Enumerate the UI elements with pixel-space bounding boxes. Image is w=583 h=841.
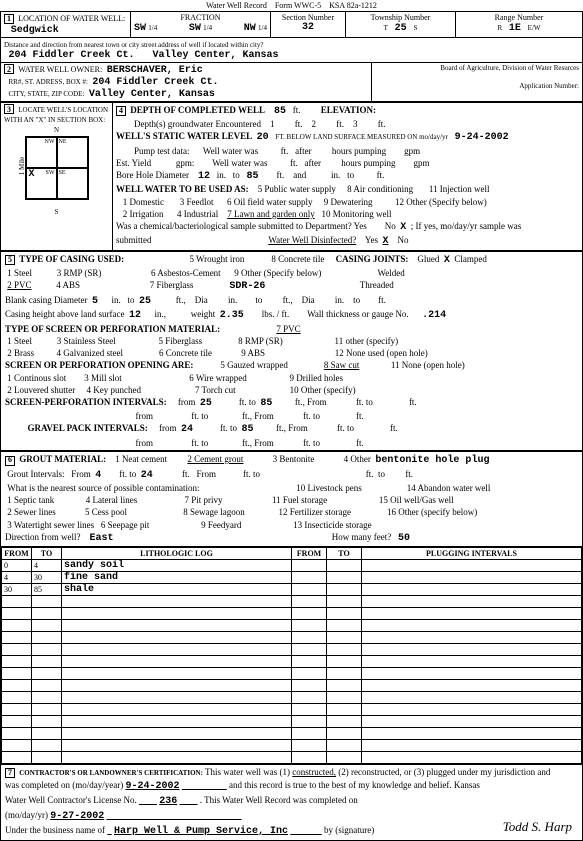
table-row bbox=[2, 632, 582, 644]
board: Board of Agriculture, Division of Water … bbox=[375, 64, 579, 72]
cert-title: CONTRACTOR'S OR LANDOWNER'S CERTIFICATIO… bbox=[19, 769, 203, 777]
row-casing: 5 TYPE OF CASING USED: 5 Wrought iron 8 … bbox=[1, 251, 582, 451]
table-row bbox=[2, 608, 582, 620]
signature: Todd S. Harp bbox=[503, 818, 572, 836]
locate-label: LOCATE WELL'S LOCATION WITH AN "X" IN SE… bbox=[4, 106, 108, 125]
row-owner: 2 WATER WELL OWNER: BERSCHAVER, Eric RR#… bbox=[1, 63, 582, 102]
dist-addr: 204 Fiddler Creek Ct. bbox=[9, 50, 135, 61]
county: Sedgwick bbox=[11, 25, 59, 36]
table-row bbox=[2, 716, 582, 728]
grout-dir: East bbox=[89, 533, 113, 544]
table-row bbox=[2, 704, 582, 716]
col-plug: PLUGGING INTERVALS bbox=[362, 548, 582, 560]
frac2: SW bbox=[189, 23, 201, 34]
row-grout: 6 GROUT MATERIAL: 1 Neat cement 2 Cement… bbox=[1, 451, 582, 547]
table-row bbox=[2, 596, 582, 608]
box-4: 4 bbox=[116, 106, 126, 116]
static-date: 9-24-2002 bbox=[455, 132, 509, 143]
table-row bbox=[2, 752, 582, 764]
col-lith: LITHOLOGIC LOG bbox=[62, 548, 292, 560]
row-locate-depth: 3 LOCATE WELL'S LOCATION WITH AN "X" IN … bbox=[1, 102, 582, 251]
appnum: Application Number: bbox=[375, 82, 579, 90]
range-label: Range Number bbox=[459, 13, 579, 22]
fraction-label: FRACTION bbox=[134, 13, 267, 22]
owner-addr: 204 Fiddler Creek Ct. bbox=[92, 77, 218, 88]
frac1: SW bbox=[134, 23, 146, 34]
dist-label: Distance and direction from nearest town… bbox=[4, 41, 264, 49]
header-statute: KSA 82a-1212 bbox=[329, 1, 377, 10]
table-row bbox=[2, 680, 582, 692]
township-label: Township Number bbox=[349, 13, 452, 22]
owner-name: BERSCHAVER, Eric bbox=[107, 65, 203, 76]
owner-label: WATER WELL OWNER: bbox=[18, 65, 102, 74]
perf-selected: 7 PVC bbox=[276, 324, 300, 334]
use-selected: 7 Lawn and garden only bbox=[227, 209, 314, 219]
cert-date1: 9-24-2002 bbox=[125, 781, 179, 792]
section-label: Section Number bbox=[274, 13, 342, 22]
open-selected: 8 Saw cut bbox=[324, 360, 360, 370]
casing-selected: 2 PVC bbox=[7, 280, 31, 290]
table-row: 04sandy soil bbox=[2, 560, 582, 572]
casing-title: TYPE OF CASING USED: bbox=[19, 254, 124, 264]
table-row bbox=[2, 656, 582, 668]
static-val: 20 bbox=[257, 132, 269, 143]
county-label: LOCATION OF WATER WELL: bbox=[18, 14, 125, 23]
box-2: 2 bbox=[4, 64, 14, 74]
grout-feet: 50 bbox=[398, 533, 410, 544]
dist-city: Valley Center, Kansas bbox=[153, 50, 279, 61]
table-row bbox=[2, 728, 582, 740]
table-row bbox=[2, 668, 582, 680]
form-page: 1 LOCATION OF WATER WELL: Sedgwick FRACT… bbox=[0, 11, 583, 841]
header-form: Form WWC-5 bbox=[275, 1, 321, 10]
cert-date2: 9-27-2002 bbox=[50, 811, 104, 822]
box-3: 3 bbox=[4, 104, 14, 114]
cert-biz: Harp Well & Pump Service, Inc bbox=[114, 826, 288, 837]
table-row bbox=[2, 740, 582, 752]
table-row bbox=[2, 644, 582, 656]
table-row bbox=[2, 692, 582, 704]
cert-lic: 236 bbox=[159, 796, 177, 807]
col-from: FROM bbox=[2, 548, 32, 560]
section: 32 bbox=[274, 22, 342, 33]
table-row: 3085shale bbox=[2, 584, 582, 596]
box-1: 1 bbox=[4, 14, 14, 24]
table-row bbox=[2, 620, 582, 632]
header-title: Water Well Record bbox=[206, 1, 267, 10]
elevation: ELEVATION: bbox=[321, 105, 376, 115]
depth-title: DEPTH OF COMPLETED WELL bbox=[130, 105, 265, 115]
row-distance: Distance and direction from nearest town… bbox=[1, 38, 582, 63]
grout-title: GROUT MATERIAL: bbox=[19, 454, 106, 464]
depth-val: 85 bbox=[274, 106, 286, 117]
col-to: TO bbox=[32, 548, 62, 560]
township: 25 bbox=[395, 23, 407, 34]
owner-csz: Valley Center, Kansas bbox=[89, 89, 215, 100]
col-from2: FROM bbox=[292, 548, 327, 560]
grout-other: bentonite hole plug bbox=[375, 455, 489, 466]
form-header: Water Well Record Form WWC-5 KSA 82a-121… bbox=[0, 0, 583, 11]
x-mark: X bbox=[29, 169, 35, 180]
row-cert: 7 CONTRACTOR'S OR LANDOWNER'S CERTIFICAT… bbox=[1, 764, 582, 840]
table-row: 430fine sand bbox=[2, 572, 582, 584]
range: 1E bbox=[509, 23, 521, 34]
row-location: 1 LOCATION OF WATER WELL: Sedgwick FRACT… bbox=[1, 12, 582, 38]
sdr: SDR-26 bbox=[229, 281, 265, 292]
lithologic-log: FROM TO LITHOLOGIC LOG FROM TO PLUGGING … bbox=[1, 547, 582, 764]
col-to2: TO bbox=[327, 548, 362, 560]
frac3: NW bbox=[244, 23, 256, 34]
